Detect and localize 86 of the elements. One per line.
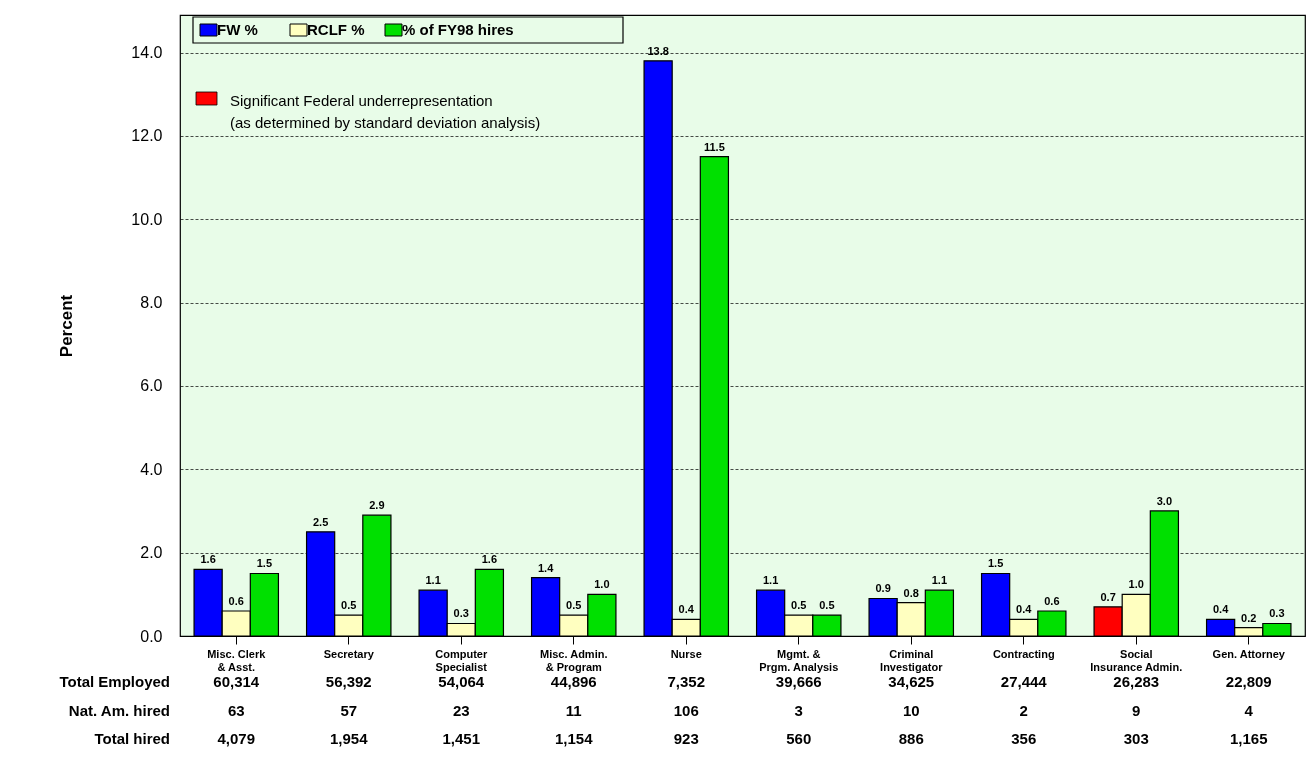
data-label: 1.4 (537, 561, 555, 574)
y-tick-label: 12.0 (131, 127, 163, 145)
text: 44,896 (550, 673, 597, 690)
data-label: 0.5 (566, 599, 582, 612)
y-tick-label: 2.0 (140, 544, 163, 562)
data-label: 0.5 (819, 599, 835, 612)
x-tick-label: Nurse (670, 647, 702, 660)
y-tick-label: 10.0 (131, 210, 163, 228)
data-label: 0.3 (1269, 607, 1285, 620)
text: 27,444 (1000, 673, 1048, 690)
x-tick-label: Gen. Attorney (1212, 647, 1286, 660)
text: Total Employed (59, 673, 170, 690)
text: 56,392 (325, 673, 372, 690)
x-tick-label: Mgmt. & Prgm. Analysis (759, 647, 839, 673)
text: 886 (898, 730, 924, 747)
legend-label: % of FY98 hires (402, 21, 514, 38)
text: 560 (786, 730, 812, 747)
data-label: 0.4 (678, 603, 695, 616)
data-label: 0.8 (903, 586, 919, 599)
data-label: 1.5 (987, 557, 1004, 570)
data-label: 1.1 (762, 574, 779, 587)
text: Nat. Am. hired (68, 702, 170, 719)
data-label: 1.0 (1128, 578, 1144, 591)
data-label: 1.6 (481, 553, 498, 566)
text: Total hired (94, 730, 170, 747)
data-label: 0.4 (1212, 603, 1230, 616)
data-label: 1.1 (931, 574, 948, 587)
text: 11 (565, 702, 582, 719)
text: 1,165 (1229, 730, 1268, 747)
text: 106 (673, 702, 699, 719)
x-tick-label: Social Insurance Admin. (1090, 647, 1183, 673)
legend-label: RCLF % (307, 21, 365, 38)
text: 10 (902, 702, 920, 719)
data-label: 2.5 (312, 515, 329, 528)
text: 3 (794, 702, 803, 719)
y-axis-title: Percent (57, 294, 77, 358)
data-label: 1.1 (425, 574, 441, 587)
data-label: 13.8 (647, 44, 669, 57)
x-tick-label: Criminal Investigator (880, 647, 944, 673)
data-label: 0.5 (791, 599, 807, 612)
data-label: 0.7 (1100, 590, 1116, 603)
text: 54,064 (438, 673, 485, 690)
data-label: 1.5 (256, 557, 273, 570)
text: 26,283 (1113, 673, 1160, 690)
text: 23 (452, 702, 470, 719)
text: 303 (1123, 730, 1149, 747)
data-label: 11.5 (703, 140, 725, 153)
data-label: 0.2 (1241, 611, 1257, 624)
y-tick-label: 0.0 (140, 627, 163, 645)
x-tick-label: Misc. Admin. & Program (540, 647, 608, 673)
x-tick-label: Secretary (323, 647, 375, 660)
legend-label: Significant Federal underrepresentation (as determined by standard deviation analysis) (230, 92, 541, 131)
legend-label: FW % (217, 21, 258, 38)
y-tick-label: 14.0 (131, 44, 163, 62)
text: 34,625 (888, 673, 935, 690)
x-tick-label: Contracting (992, 647, 1055, 660)
text: 9 (1132, 702, 1141, 719)
text: 39,666 (775, 673, 822, 690)
text: 60,314 (213, 673, 260, 690)
x-tick-label: Computer Specialist (435, 647, 488, 673)
y-tick-label: 8.0 (140, 294, 163, 312)
data-label: 1.6 (200, 553, 216, 566)
y-tick-label: 4.0 (140, 460, 163, 478)
data-label: 0.9 (875, 582, 891, 595)
text: 4 (1244, 702, 1254, 719)
x-tick-label: Misc. Clerk & Asst. (207, 647, 267, 673)
text: 63 (227, 702, 245, 719)
text: 7,352 (667, 673, 706, 690)
data-label: 0.4 (1016, 603, 1033, 616)
data-label: 0.5 (341, 599, 357, 612)
text: 4,079 (217, 730, 256, 747)
data-label: 0.6 (228, 594, 244, 607)
text: 1,154 (554, 730, 594, 747)
text: 2 (1019, 702, 1028, 719)
data-label: 1.0 (594, 578, 610, 591)
text: 22,809 (1225, 673, 1272, 690)
text: 1,954 (329, 730, 369, 747)
data-label: 2.9 (369, 499, 385, 512)
y-tick-label: 6.0 (140, 377, 163, 395)
text: 57 (340, 702, 358, 719)
text: 923 (673, 730, 699, 747)
text: 356 (1011, 730, 1037, 747)
text: 1,451 (442, 730, 481, 747)
data-label: 0.3 (453, 607, 469, 620)
data-label: 3.0 (1156, 494, 1173, 507)
data-label: 0.6 (1044, 594, 1060, 607)
